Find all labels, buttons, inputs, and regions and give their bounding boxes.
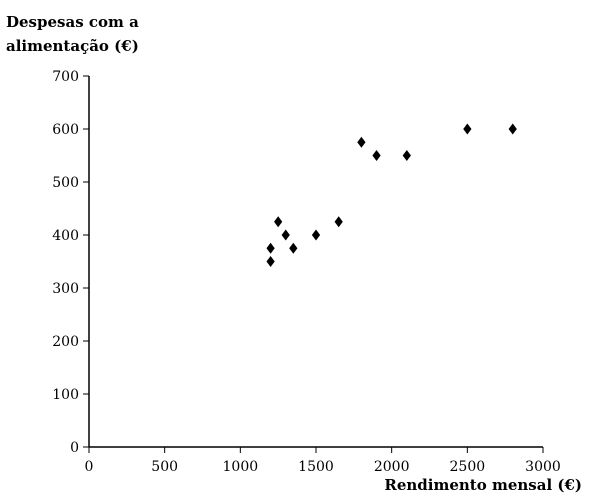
data-point (266, 242, 275, 254)
x-tick-label: 2000 (374, 459, 410, 475)
y-tick-label: 200 (52, 334, 79, 350)
x-tick-label: 500 (151, 459, 178, 475)
data-point (463, 123, 472, 135)
data-point (508, 123, 517, 135)
data-point (402, 150, 411, 161)
y-tick-label: 700 (52, 69, 79, 85)
data-point (357, 136, 366, 148)
y-tick-label: 300 (52, 281, 79, 297)
x-tick-label: 1000 (223, 459, 259, 475)
y-tick-label: 100 (52, 387, 79, 403)
data-point (266, 256, 275, 267)
x-tick-label: 2500 (450, 459, 486, 475)
data-point (334, 216, 343, 228)
data-points (266, 123, 517, 267)
y-tick-label: 400 (52, 228, 79, 244)
x-tick-label: 3000 (525, 459, 561, 475)
y-tick-label: 0 (70, 440, 79, 456)
data-point (274, 216, 283, 228)
x-tick-label: 0 (85, 459, 94, 475)
y-axis-label: Despesas com a alimentação (€) (6, 13, 139, 55)
axes: 0 500 1000 1500 2000 2500 3000 0 100 200 300 400 500… (52, 69, 561, 475)
data-point (289, 242, 298, 254)
y-tick-label: 600 (52, 122, 79, 138)
data-point (311, 229, 321, 241)
data-point (281, 229, 290, 241)
data-point (372, 150, 381, 161)
x-axis-label: Rendimento mensal (€) (384, 476, 582, 494)
y-tick-label: 500 (52, 175, 79, 191)
x-tick-label: 1500 (298, 459, 334, 475)
